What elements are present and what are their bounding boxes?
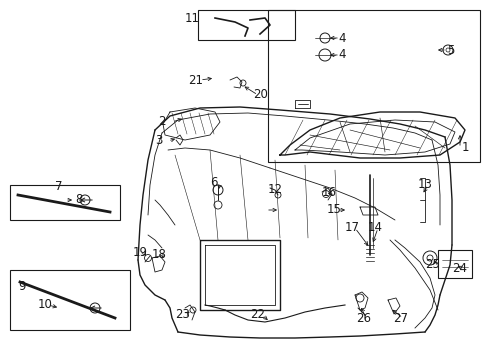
Text: 19: 19 — [133, 246, 148, 258]
Text: 3: 3 — [155, 135, 162, 148]
Text: 2: 2 — [158, 116, 165, 129]
Text: 8: 8 — [75, 193, 82, 207]
Text: 18: 18 — [152, 248, 166, 261]
Text: 15: 15 — [326, 203, 341, 216]
Text: 20: 20 — [252, 89, 267, 102]
Text: 6: 6 — [209, 176, 217, 189]
Text: 26: 26 — [355, 311, 370, 324]
Text: 17: 17 — [345, 221, 359, 234]
Text: 11: 11 — [184, 12, 200, 24]
Text: 14: 14 — [367, 221, 382, 234]
Text: 13: 13 — [417, 179, 432, 192]
Text: 9: 9 — [18, 279, 25, 292]
Bar — [10, 270, 130, 330]
Bar — [198, 10, 294, 40]
Text: 23: 23 — [175, 309, 189, 321]
Bar — [10, 185, 120, 220]
Text: 4: 4 — [337, 31, 345, 45]
Bar — [267, 10, 479, 162]
Text: 25: 25 — [424, 258, 439, 271]
Text: 10: 10 — [38, 298, 53, 311]
Text: 16: 16 — [321, 186, 336, 199]
Text: 5: 5 — [446, 44, 453, 57]
Bar — [437, 250, 471, 278]
Text: 22: 22 — [249, 309, 264, 321]
Text: 24: 24 — [451, 261, 466, 274]
Text: 21: 21 — [187, 73, 203, 86]
Text: 4: 4 — [337, 49, 345, 62]
Text: 1: 1 — [461, 141, 468, 154]
Text: 27: 27 — [392, 311, 407, 324]
Text: 12: 12 — [267, 184, 283, 197]
Text: 7: 7 — [55, 180, 62, 193]
